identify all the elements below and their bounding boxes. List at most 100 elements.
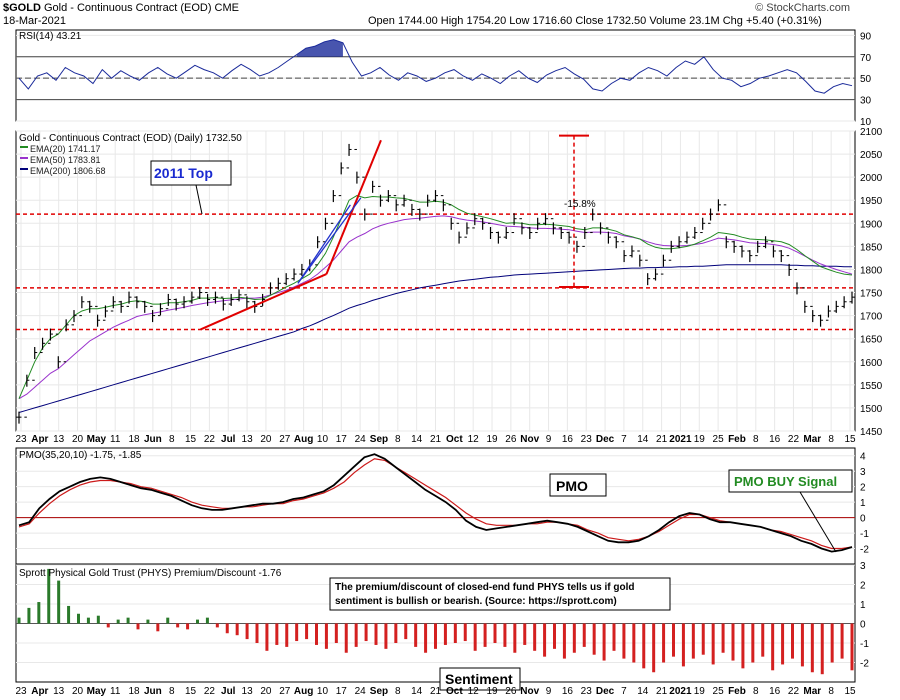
sentiment-bar (186, 623, 190, 630)
x-tick-label-bottom: 15 (844, 686, 856, 697)
x-tick-label-bottom: 11 (110, 686, 121, 697)
x-tick-label: Jul (221, 434, 236, 445)
sentiment-bar (215, 623, 219, 628)
x-tick-label-bottom: Apr (31, 686, 48, 697)
x-tick-label-bottom: 26 (505, 686, 517, 697)
sentiment-note-line-2: sentiment is bullish or bearish. (Source… (335, 596, 617, 607)
x-tick-label: 19 (486, 434, 498, 445)
sentiment-bar (850, 623, 854, 671)
x-tick-label-bottom: Jul (221, 686, 236, 697)
y-tick-label: 2 (860, 581, 866, 592)
sentiment-bar (681, 623, 685, 667)
x-tick-label-bottom: 16 (769, 686, 781, 697)
sentiment-bar (562, 623, 566, 659)
x-tick-label-bottom: 12 (468, 686, 480, 697)
sentiment-bar (691, 623, 695, 659)
percent-drop-label: -15.8% (564, 199, 596, 210)
x-tick-label-bottom: 22 (204, 686, 216, 697)
legend-entry: EMA(20) 1741.17 (30, 144, 101, 154)
sentiment-bar (404, 623, 408, 640)
x-tick-label: 18 (128, 434, 140, 445)
legend-entry: EMA(50) 1783.81 (30, 155, 101, 165)
x-tick-label-bottom: 15 (185, 686, 197, 697)
legend-swatch (20, 157, 28, 159)
x-tick-label-bottom: 20 (72, 686, 84, 697)
y-tick-label: 2 (860, 483, 866, 494)
sentiment-bar (126, 617, 130, 624)
x-tick-label-bottom: 14 (411, 686, 423, 697)
x-tick-label: 21 (430, 434, 442, 445)
x-tick-label: 21 (656, 434, 668, 445)
sentiment-bar (632, 623, 636, 663)
sentiment-bar (731, 623, 735, 661)
y-tick-label: 1950 (860, 196, 883, 207)
sentiment-bar (840, 623, 844, 659)
x-tick-label-bottom: May (87, 686, 107, 697)
sentiment-bar (37, 602, 41, 624)
x-tick-label-bottom: 24 (355, 686, 367, 697)
y-tick-label: 1650 (860, 335, 883, 346)
x-tick-label-bottom: 8 (753, 686, 759, 697)
y-tick-label: 1800 (860, 265, 883, 276)
sentiment-bar (424, 623, 428, 653)
trendline (297, 204, 351, 284)
price-title: Gold - Continuous Contract (EOD) (Daily)… (19, 133, 242, 144)
x-tick-label: 8 (169, 434, 175, 445)
x-tick-label: 15 (185, 434, 197, 445)
y-tick-label: 30 (860, 96, 872, 107)
x-tick-label-bottom: Aug (294, 686, 313, 697)
x-tick-label: 26 (505, 434, 517, 445)
sentiment-bar (483, 623, 487, 647)
sentiment-bar (354, 623, 358, 647)
legend-swatch (20, 146, 28, 148)
x-tick-label-bottom: Sep (370, 686, 388, 697)
x-tick-label: 16 (562, 434, 574, 445)
sentiment-bar (503, 623, 507, 647)
sentiment-bar (285, 623, 289, 647)
x-tick-label: 8 (828, 434, 834, 445)
sentiment-bar (791, 623, 794, 659)
x-tick-label-bottom: 13 (242, 686, 254, 697)
x-tick-label: Mar (803, 434, 821, 445)
sentiment-title: Sprott Physical Gold Trust (PHYS) Premiu… (19, 568, 282, 579)
x-tick-label: 9 (546, 434, 552, 445)
sentiment-note-box (329, 577, 671, 611)
sentiment-bar (771, 623, 775, 671)
y-tick-label: -2 (860, 545, 869, 556)
x-tick-label: 11 (110, 434, 121, 445)
x-tick-label-bottom: 2021 (669, 686, 692, 697)
sentiment-bar (384, 623, 388, 649)
x-tick-label: 14 (637, 434, 649, 445)
chart-date: 18-Mar-2021 (3, 15, 66, 27)
y-tick-label: 1900 (860, 219, 883, 230)
x-tick-label: 17 (336, 434, 348, 445)
sentiment-bar (513, 623, 517, 653)
sentiment-bar (543, 623, 547, 657)
sentiment-bar (830, 623, 834, 663)
sentiment-bar (602, 623, 606, 661)
instrument-name: Gold - Continuous Contract (EOD) (43, 2, 212, 14)
chart-symbol-header: $GOLD Gold - Continuous Contract (EOD) C… (3, 2, 239, 14)
x-tick-label: Dec (596, 434, 615, 445)
x-tick-label: Sep (370, 434, 388, 445)
x-tick-label-bottom: 27 (279, 686, 291, 697)
sentiment-bar (305, 623, 309, 640)
rsi-line (18, 39, 853, 94)
x-tick-label-bottom: Jun (144, 686, 162, 697)
pmo-buy-pointer (799, 491, 837, 553)
sentiment-bar (96, 615, 100, 624)
pmo-label: PMO (556, 478, 588, 494)
x-tick-label: 23 (581, 434, 593, 445)
sentiment-bar (17, 617, 21, 624)
x-tick-label-bottom: 23 (15, 686, 27, 697)
x-tick-label-bottom: 22 (788, 686, 800, 697)
x-tick-label-bottom: 7 (621, 686, 627, 697)
sentiment-bar (582, 623, 586, 647)
sentiment-bar (642, 623, 646, 669)
x-tick-label: 15 (844, 434, 856, 445)
sentiment-bar (205, 617, 209, 624)
y-tick-label: 2000 (860, 173, 883, 184)
x-tick-label-bottom: 25 (713, 686, 725, 697)
y-tick-label: 3 (860, 561, 866, 572)
y-tick-label: 1850 (860, 242, 883, 253)
